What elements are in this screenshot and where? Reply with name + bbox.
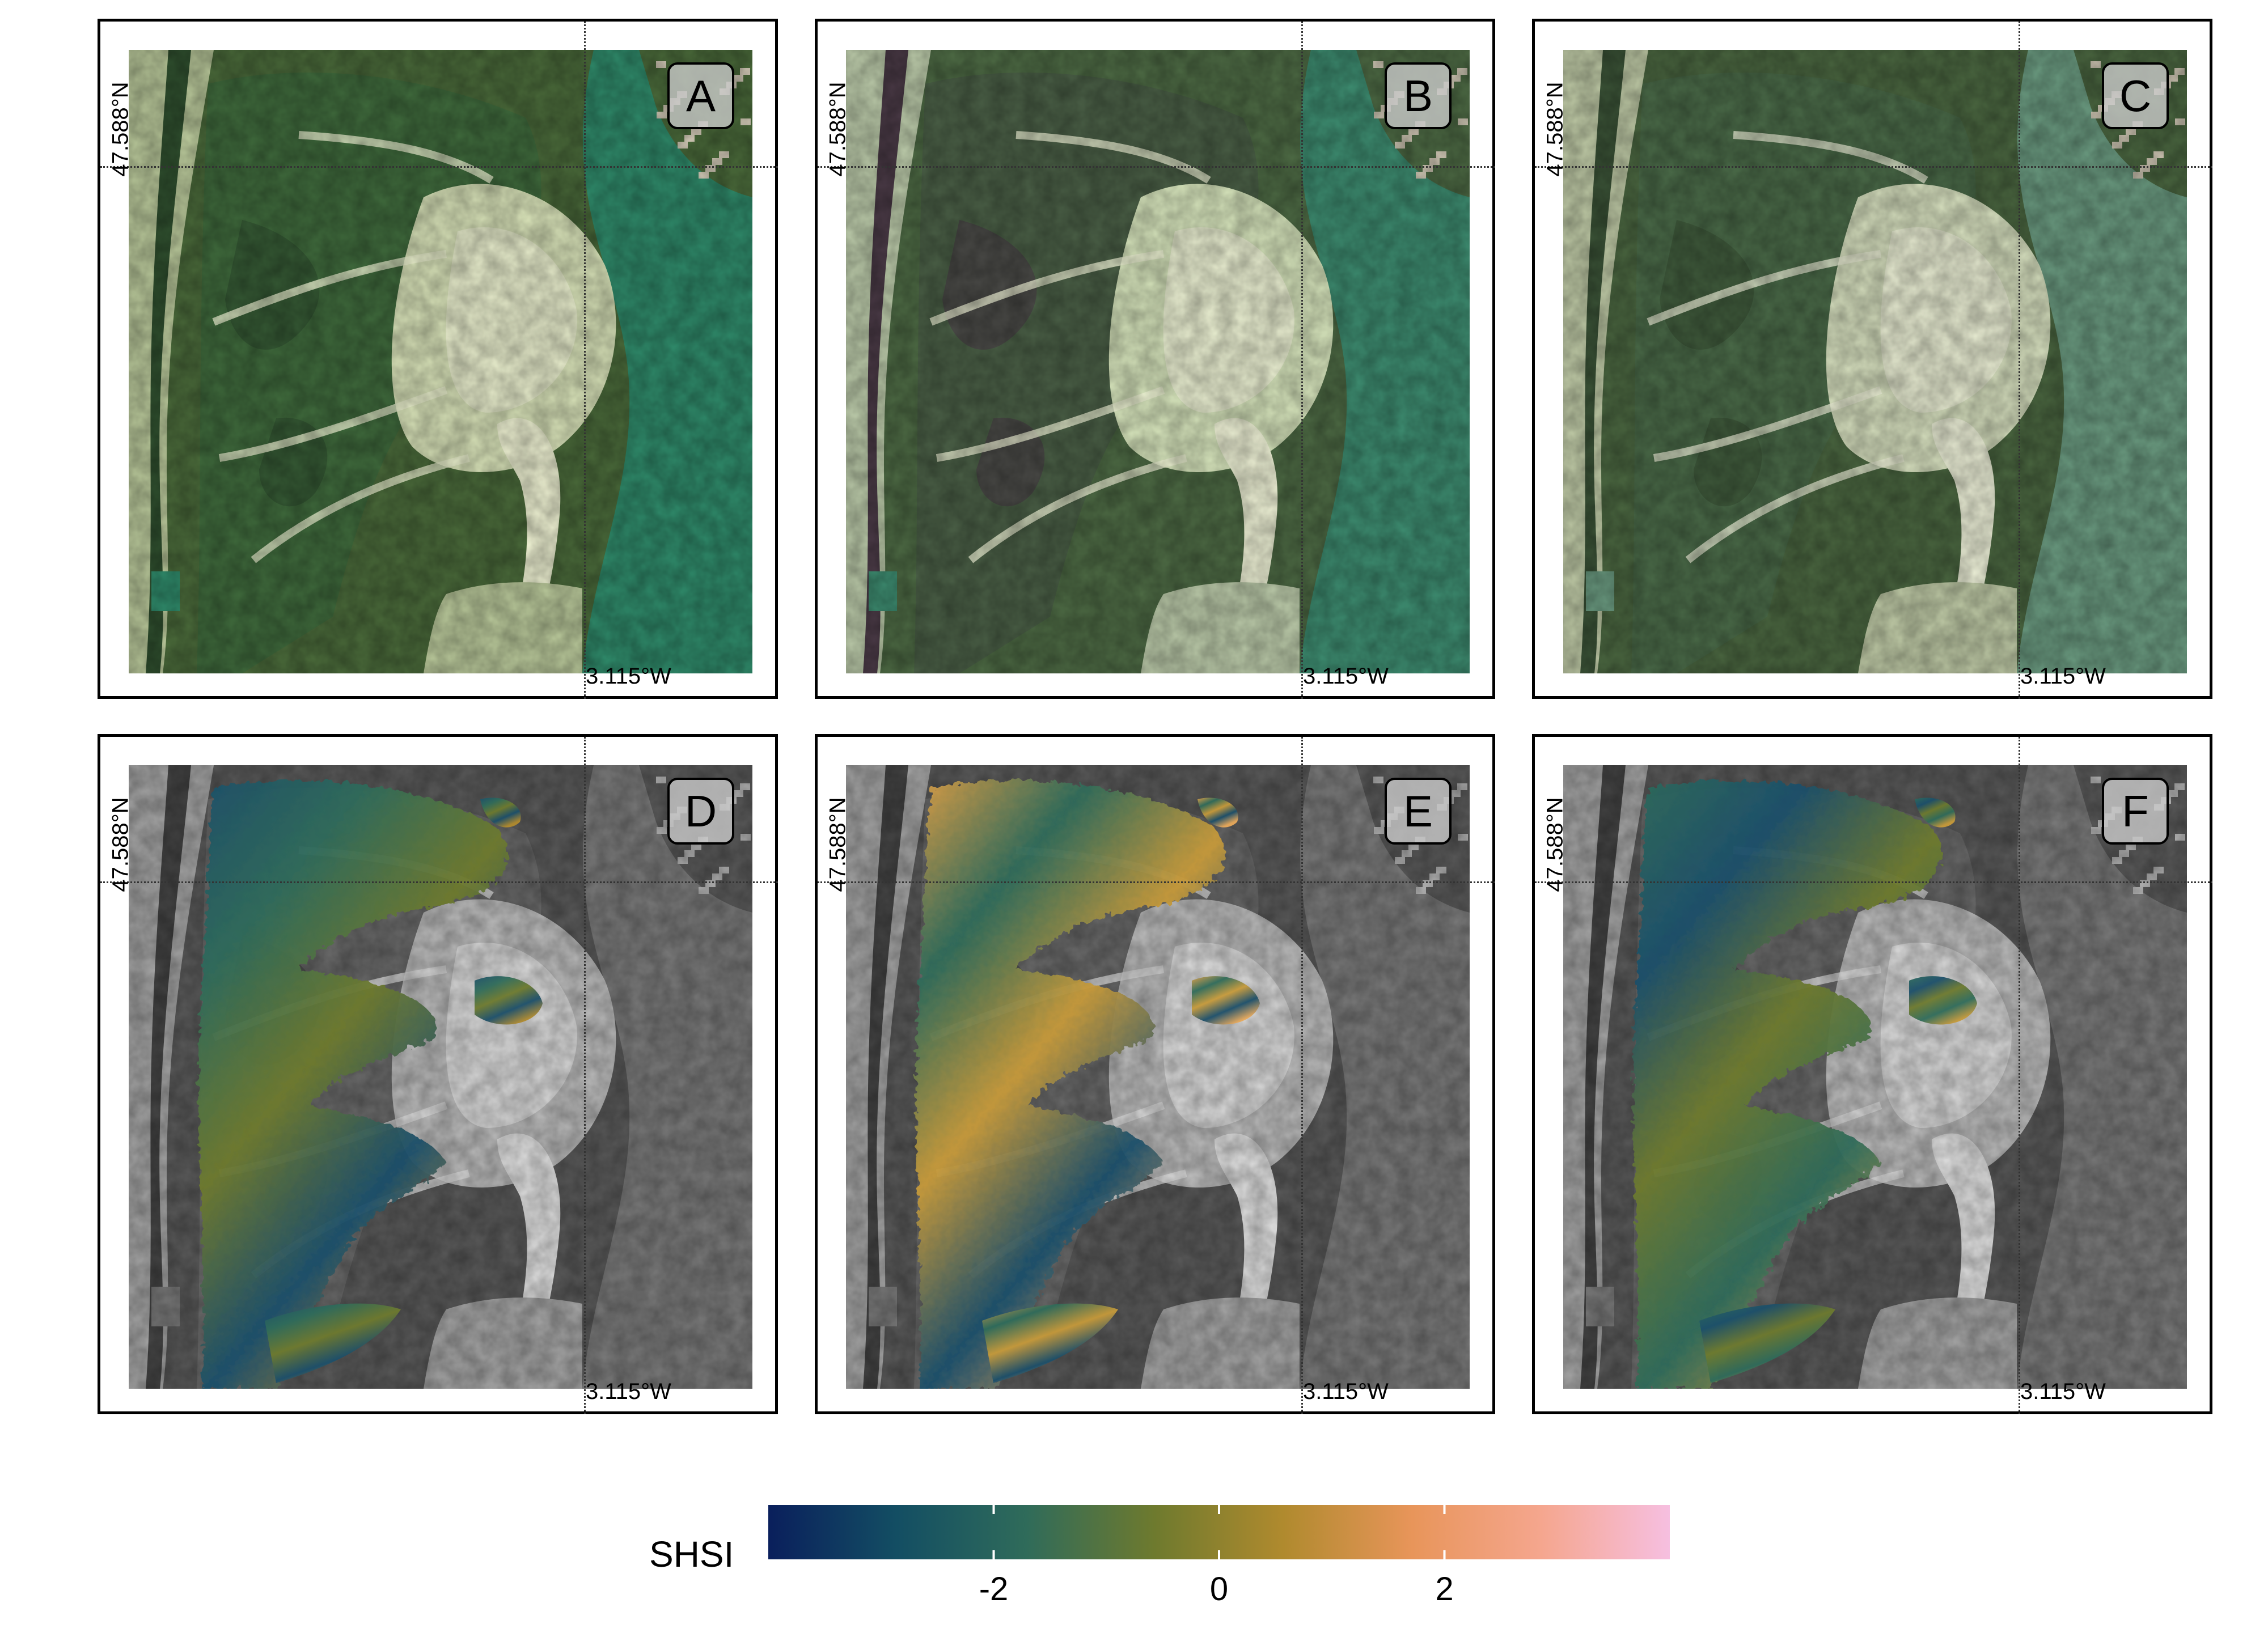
map-image [1563, 765, 2187, 1389]
colorbar-svg [768, 1505, 1670, 1559]
panel-letter: F [2102, 778, 2169, 845]
colorbar-tick-label: 2 [1435, 1571, 1454, 1608]
map-svg [846, 765, 1470, 1389]
longitude-label: 3.115°W [2020, 664, 2106, 689]
colorbar [768, 1505, 1670, 1559]
map-image [846, 50, 1470, 673]
colorbar-tick-label: 0 [1209, 1571, 1229, 1608]
longitude-label: 3.115°W [1303, 664, 1389, 689]
map-image [1563, 50, 2187, 673]
map-image [129, 765, 752, 1389]
panel-b: 47.588°N 3.115°W B [815, 19, 1495, 699]
panel-letter: B [1385, 62, 1452, 129]
panel-f: 47.588°N 3.115°W F [1532, 734, 2212, 1414]
panel-a: 47.588°N 3.115°W A [98, 19, 778, 699]
longitude-label: 3.115°W [1303, 1379, 1389, 1404]
panel-letter: E [1385, 778, 1452, 845]
map-svg [129, 765, 752, 1389]
longitude-label: 3.115°W [586, 1379, 671, 1404]
panel-letter: C [2102, 62, 2169, 129]
panel-c: 47.588°N 3.115°W C [1532, 19, 2212, 699]
panel-d: 47.588°N 3.115°W D [98, 734, 778, 1414]
map-svg [1563, 765, 2187, 1389]
map-image [129, 50, 752, 673]
map-svg [846, 50, 1470, 673]
map-image [846, 765, 1470, 1389]
panel-letter: A [667, 62, 734, 129]
colorbar-tick-label: -2 [979, 1571, 1009, 1608]
panel-e: 47.588°N 3.115°W E [815, 734, 1495, 1414]
panel-letter: D [667, 778, 734, 845]
longitude-label: 3.115°W [586, 664, 671, 689]
map-svg [129, 50, 752, 673]
colorbar-title: SHSI [649, 1534, 734, 1575]
longitude-label: 3.115°W [2020, 1379, 2106, 1404]
map-svg [1563, 50, 2187, 673]
